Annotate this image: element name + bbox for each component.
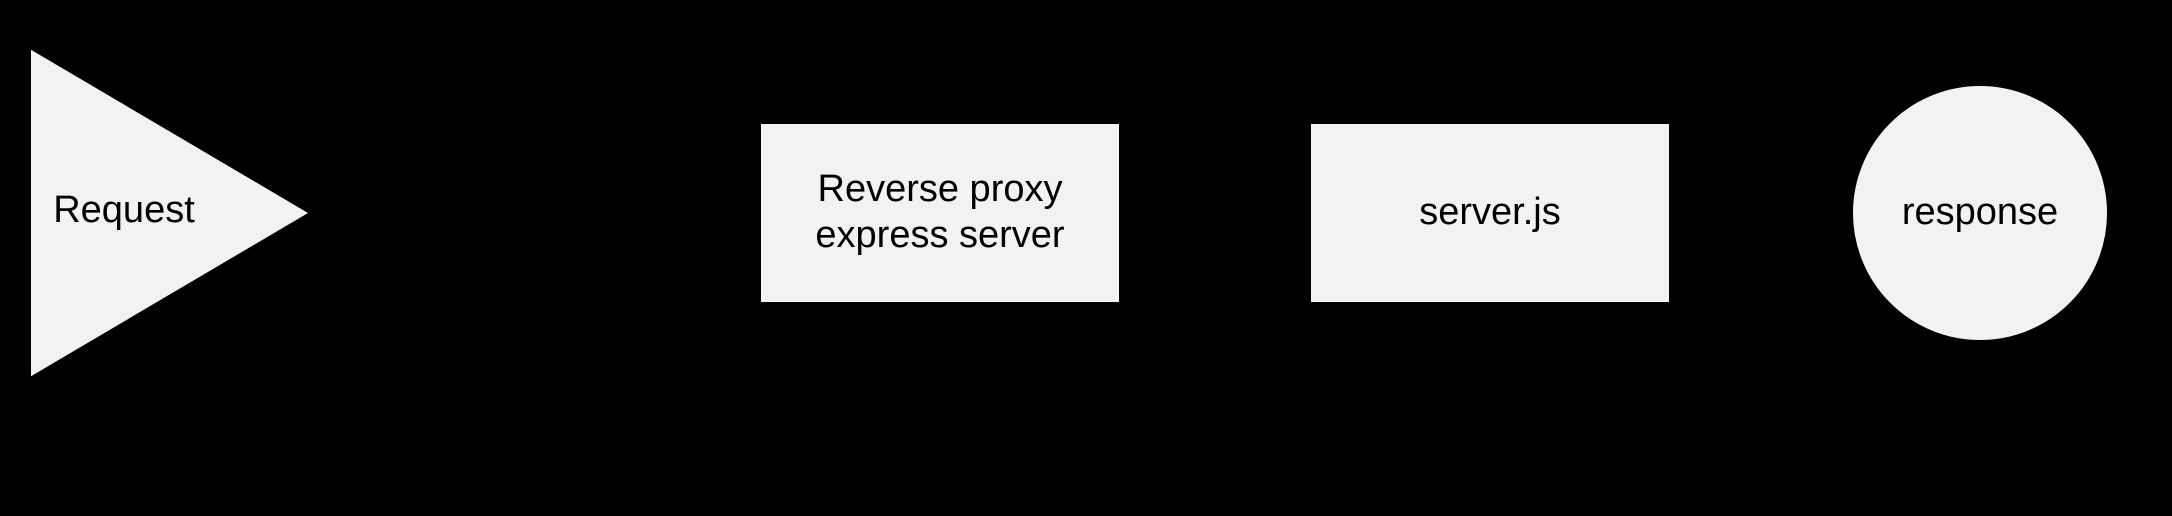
server-js-label: server.js xyxy=(1310,123,1670,303)
request-label: Request xyxy=(40,188,208,234)
flowchart-diagram: Request Reverse proxyexpress server serv… xyxy=(0,0,2172,516)
response-label: response xyxy=(1852,85,2108,341)
reverse-proxy-label: Reverse proxyexpress server xyxy=(760,123,1120,303)
